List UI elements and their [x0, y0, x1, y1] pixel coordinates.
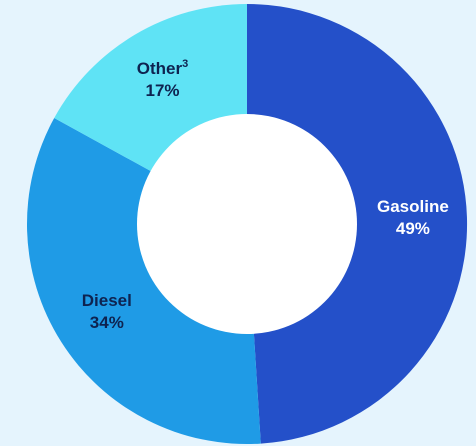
- slice-value-gasoline: 49%: [396, 219, 430, 238]
- slice-labels: Gasoline 49% Diesel 34% Other3 17%: [82, 58, 449, 332]
- slice-label-gasoline: Gasoline: [377, 197, 449, 216]
- slice-label-other: Other3: [137, 58, 188, 78]
- donut-hole: [137, 114, 357, 334]
- slice-label-diesel: Diesel: [82, 291, 132, 310]
- slice-gasoline: [247, 3, 468, 444]
- slice-value-other: 17%: [145, 81, 179, 100]
- footnote-marker: 3: [182, 58, 188, 70]
- slice-value-diesel: 34%: [90, 313, 124, 332]
